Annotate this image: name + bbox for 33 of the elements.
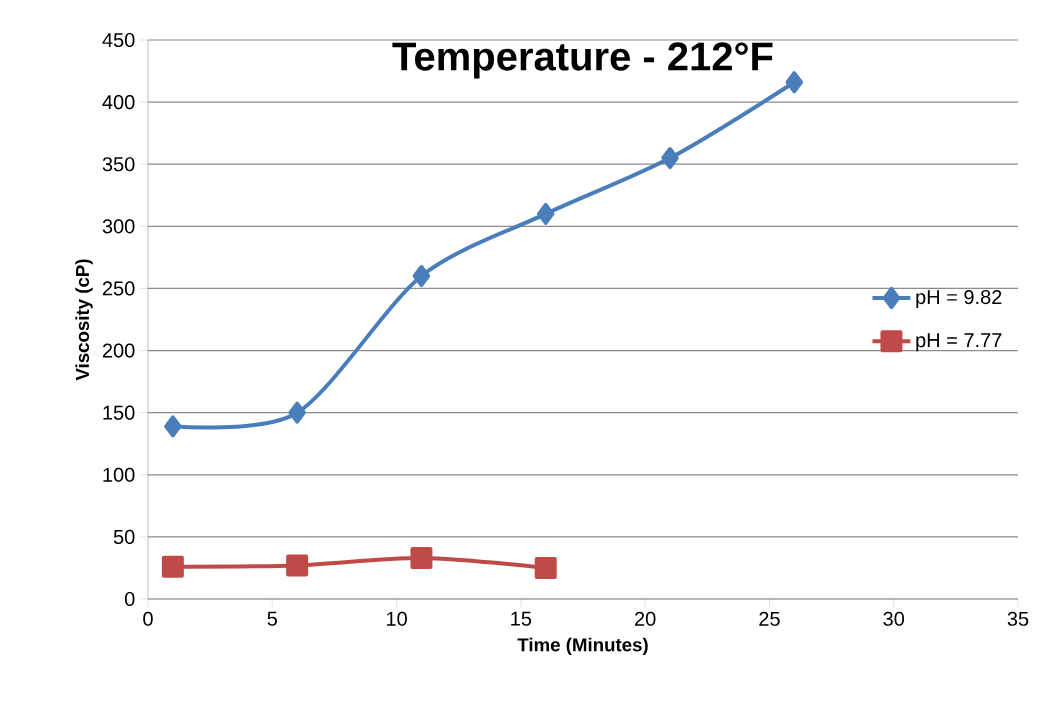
point xyxy=(164,415,182,438)
y-tick-label: 400 xyxy=(102,95,135,110)
x-tick-label: 15 xyxy=(511,611,532,626)
point xyxy=(536,202,555,225)
y-tick-label: 350 xyxy=(102,157,135,172)
y-tick-label: 200 xyxy=(102,343,135,358)
x-tick-label: 35 xyxy=(1007,611,1029,626)
legend-label: pH = 9.82 xyxy=(916,289,1002,309)
y-tick-label: 150 xyxy=(103,405,135,420)
x-tick-label: 5 xyxy=(267,611,278,626)
y-tick-label: 300 xyxy=(102,219,135,234)
x-axis-title: Time (Minutes) xyxy=(517,637,648,656)
x-tick-label: 25 xyxy=(759,611,780,626)
point xyxy=(534,556,557,579)
y-axis-title: Viscosity (cP) xyxy=(75,259,93,381)
x-tick-label: 0 xyxy=(143,611,153,626)
point xyxy=(785,71,804,94)
y-tick-label: 250 xyxy=(102,281,135,296)
legend-label: pH = 7.77 xyxy=(916,333,1002,352)
point xyxy=(412,265,431,288)
y-tick-label: 100 xyxy=(103,467,135,482)
x-tick-label: 30 xyxy=(883,611,905,626)
point xyxy=(288,401,306,424)
x-tick-label: 20 xyxy=(635,611,656,626)
x-tick-label: 10 xyxy=(386,611,407,626)
y-tick-label: 50 xyxy=(113,529,135,544)
y-tick-label: 0 xyxy=(124,591,135,607)
point xyxy=(161,555,184,578)
y-tick-label: 450 xyxy=(102,32,135,48)
point xyxy=(661,147,679,170)
point xyxy=(286,554,309,577)
chart-title: Temperature - 212°F xyxy=(392,42,773,79)
point xyxy=(410,547,433,570)
